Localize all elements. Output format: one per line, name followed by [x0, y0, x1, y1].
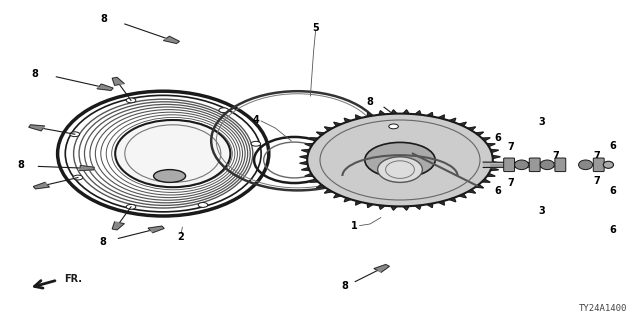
Text: 8: 8: [17, 160, 24, 170]
Text: FR.: FR.: [64, 274, 82, 284]
Ellipse shape: [388, 124, 398, 129]
Ellipse shape: [198, 203, 208, 207]
Polygon shape: [300, 110, 500, 210]
Ellipse shape: [378, 157, 422, 182]
Text: 3: 3: [539, 205, 545, 216]
Polygon shape: [29, 125, 45, 131]
Text: 7: 7: [593, 176, 600, 186]
FancyBboxPatch shape: [555, 158, 566, 172]
Ellipse shape: [73, 175, 83, 180]
Polygon shape: [163, 36, 179, 44]
Text: 6: 6: [610, 225, 616, 236]
Text: 7: 7: [508, 141, 514, 152]
Text: 7: 7: [552, 151, 559, 161]
Ellipse shape: [579, 160, 593, 170]
Polygon shape: [392, 116, 407, 124]
Text: 1: 1: [351, 220, 357, 231]
Ellipse shape: [540, 160, 554, 170]
Text: 8: 8: [32, 68, 38, 79]
Ellipse shape: [251, 141, 260, 146]
Ellipse shape: [126, 204, 136, 209]
Ellipse shape: [307, 114, 493, 206]
Ellipse shape: [604, 161, 614, 168]
Polygon shape: [79, 165, 94, 171]
Text: 6: 6: [495, 186, 501, 196]
Ellipse shape: [126, 98, 136, 103]
Text: 8: 8: [341, 281, 348, 292]
Ellipse shape: [515, 160, 529, 170]
Polygon shape: [112, 222, 124, 230]
Ellipse shape: [365, 142, 435, 178]
Text: 7: 7: [508, 178, 514, 188]
Polygon shape: [97, 84, 113, 91]
Polygon shape: [112, 77, 124, 85]
Ellipse shape: [70, 132, 79, 137]
Text: 7: 7: [593, 151, 600, 161]
Text: TY24A1400: TY24A1400: [579, 304, 627, 313]
Text: 8: 8: [367, 97, 373, 107]
Ellipse shape: [219, 108, 228, 113]
Polygon shape: [148, 226, 164, 233]
Text: 8: 8: [100, 13, 107, 24]
Polygon shape: [33, 182, 49, 189]
Text: 6: 6: [495, 133, 501, 143]
Text: 2: 2: [178, 232, 184, 242]
FancyBboxPatch shape: [593, 158, 604, 172]
FancyBboxPatch shape: [504, 158, 515, 172]
Ellipse shape: [154, 170, 186, 182]
Polygon shape: [374, 265, 389, 272]
Text: 5: 5: [312, 23, 319, 33]
Text: 6: 6: [610, 140, 616, 151]
Text: 8: 8: [99, 236, 106, 247]
Text: 3: 3: [539, 116, 545, 127]
Text: 4: 4: [253, 115, 259, 125]
Text: 6: 6: [610, 186, 616, 196]
Ellipse shape: [115, 120, 230, 187]
FancyBboxPatch shape: [529, 158, 540, 172]
